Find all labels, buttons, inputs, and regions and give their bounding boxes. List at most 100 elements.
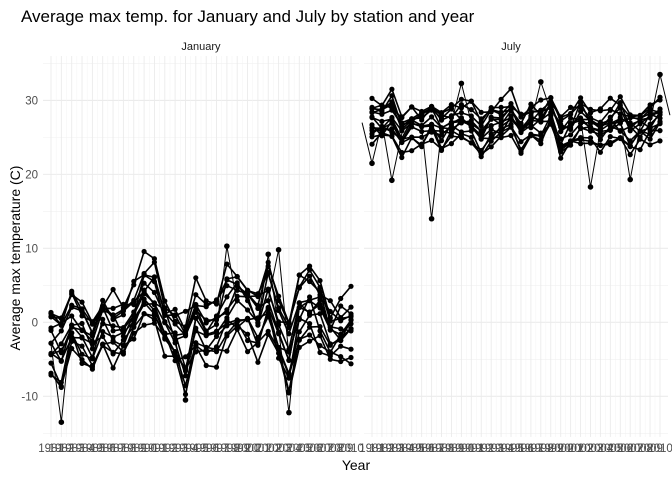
data-point: [120, 333, 126, 339]
data-point: [234, 273, 240, 280]
x-tick-label: 1992: [468, 443, 494, 455]
data-point: [458, 129, 464, 135]
y-tick-label: -10: [21, 391, 38, 403]
outlier-point: [224, 243, 230, 249]
data-point: [597, 149, 604, 155]
data-point: [607, 117, 613, 123]
data-point: [429, 121, 435, 127]
outlier-point: [369, 160, 375, 167]
x-tick-label: 1983: [379, 443, 405, 455]
data-point: [286, 370, 292, 377]
data-point: [110, 313, 116, 319]
data-point: [100, 304, 106, 310]
data-point: [79, 343, 85, 349]
data-point: [627, 143, 633, 149]
data-point: [151, 256, 157, 262]
data-point: [245, 317, 251, 323]
data-point: [48, 340, 54, 346]
data-point: [488, 131, 494, 137]
data-point: [438, 117, 445, 123]
data-point: [468, 107, 474, 113]
data-point: [508, 132, 514, 139]
x-tick-label: 1991: [142, 443, 168, 455]
data-point: [327, 341, 333, 347]
data-point: [213, 364, 220, 370]
data-point: [627, 152, 633, 158]
data-point: [182, 328, 189, 334]
data-point: [617, 116, 623, 122]
data-point: [141, 270, 147, 277]
data-point: [213, 349, 220, 355]
data-point: [538, 119, 544, 125]
data-point: [429, 137, 435, 143]
data-point: [120, 312, 126, 318]
data-point: [307, 338, 313, 344]
facet-label-july: July: [501, 41, 521, 53]
data-point: [458, 96, 464, 102]
data-point: [338, 303, 344, 309]
data-point: [597, 125, 604, 132]
data-point: [488, 105, 494, 111]
data-point: [213, 344, 220, 350]
data-point: [245, 291, 251, 297]
x-tick-label: 1993: [162, 443, 188, 455]
data-point: [448, 120, 454, 126]
series-group-july: [361, 71, 671, 222]
data-point: [172, 349, 178, 355]
data-point: [58, 379, 64, 385]
data-point: [255, 302, 261, 308]
data-point: [307, 332, 313, 338]
data-point: [224, 283, 230, 289]
x-tick-labels-july: 1981198219831984198519861987198819891990…: [359, 443, 672, 455]
data-point: [348, 304, 354, 310]
data-point: [162, 353, 168, 359]
data-point: [338, 295, 344, 302]
y-tick-label: 30: [25, 95, 38, 107]
x-tick-label: 1985: [399, 443, 425, 455]
data-point: [203, 328, 209, 334]
data-point: [348, 346, 354, 352]
data-point: [338, 337, 344, 343]
data-point: [245, 287, 251, 293]
x-tick-label: 1990: [449, 443, 475, 455]
data-point: [100, 342, 106, 348]
data-point: [141, 299, 147, 306]
data-point: [498, 104, 504, 110]
data-point: [286, 325, 292, 331]
data-point: [89, 354, 95, 360]
data-point: [587, 110, 594, 116]
data-point: [327, 298, 333, 304]
data-point: [69, 324, 75, 330]
data-point: [141, 248, 147, 255]
data-point: [58, 358, 64, 364]
data-point: [110, 328, 116, 334]
data-point: [587, 120, 594, 126]
x-tick-label: 2006: [607, 443, 633, 455]
data-point: [617, 94, 623, 100]
outlier-point: [458, 80, 465, 87]
data-point: [448, 102, 454, 108]
x-tick-label: 1993: [478, 443, 504, 455]
data-point: [79, 313, 85, 319]
x-tick-label: 1997: [204, 443, 230, 455]
data-point: [276, 297, 282, 303]
data-point: [307, 263, 313, 269]
data-point: [558, 141, 564, 147]
data-point: [617, 102, 623, 108]
data-point: [657, 106, 663, 112]
data-point: [348, 361, 354, 367]
data-point: [448, 126, 454, 132]
data-point: [79, 360, 85, 366]
data-point: [151, 289, 157, 296]
data-point: [607, 134, 613, 140]
data-point: [327, 349, 333, 355]
data-point: [389, 129, 395, 135]
data-point: [597, 106, 604, 112]
data-point: [657, 128, 663, 134]
data-point: [568, 104, 574, 110]
chart-title: Average max temp. for January and July b…: [21, 7, 475, 26]
data-point: [276, 344, 282, 350]
data-point: [468, 121, 474, 127]
x-tick-label: 1998: [528, 443, 554, 455]
